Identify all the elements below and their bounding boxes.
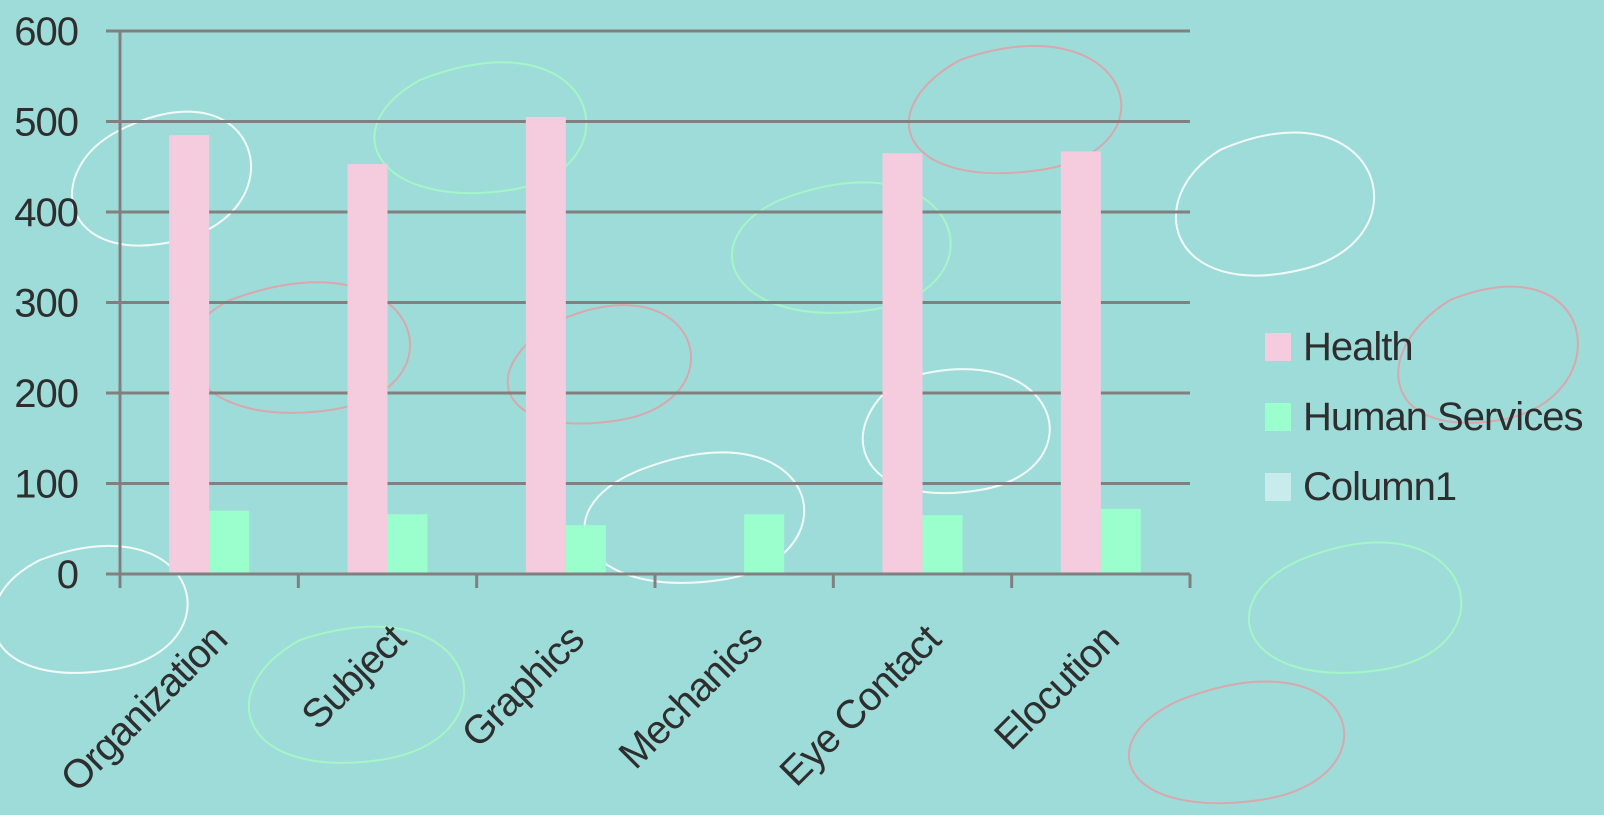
bar-human-services (565, 525, 606, 574)
x-category-label: Graphics (454, 617, 593, 756)
bar-health (882, 153, 923, 575)
bar-human-services (744, 514, 785, 574)
pattern-loop (1397, 285, 1579, 424)
pattern-loop (0, 545, 189, 674)
bar-health (347, 164, 388, 574)
y-tick-label: 600 (14, 10, 78, 54)
x-axis-ticks: Organization Subject Graphics Mechanics Eye … (53, 617, 1128, 801)
y-tick-label: 200 (14, 372, 78, 416)
bar-health (1060, 151, 1101, 575)
y-tick-label: 400 (14, 191, 78, 235)
pattern-loop (1127, 680, 1346, 805)
pattern-loop (861, 368, 1051, 495)
y-axis-ticks: 0 100 200 300 400 500 600 (14, 10, 79, 597)
pattern-loop (506, 304, 692, 425)
bar-human-services (1100, 508, 1141, 574)
x-category-label: Eye Contact (771, 617, 949, 795)
pattern-loop (907, 45, 1123, 175)
legend: Health Human Services Column1 (1265, 325, 1583, 509)
bar-health (525, 116, 566, 574)
x-category-label: Organization (53, 617, 236, 800)
gridlines (106, 29, 1190, 485)
pattern-loop (1247, 541, 1463, 674)
x-category-label: Elocution (986, 617, 1127, 758)
legend-swatch (1265, 333, 1291, 361)
y-tick-label: 100 (14, 463, 78, 507)
pattern-loop (583, 451, 806, 584)
legend-swatch (1265, 473, 1291, 501)
y-tick-label: 0 (57, 553, 78, 597)
bar-human-services (922, 515, 963, 574)
axes (106, 31, 1192, 588)
pattern-loop (247, 625, 466, 764)
x-category-label: Subject (293, 617, 414, 738)
y-tick-label: 500 (14, 101, 78, 145)
bars (169, 116, 1141, 575)
y-tick-label: 300 (14, 282, 78, 326)
legend-label: Health (1303, 325, 1413, 369)
bar-health (169, 135, 210, 574)
pattern-loop (1174, 131, 1375, 277)
legend-swatch (1265, 403, 1291, 431)
pattern-loop (71, 110, 252, 247)
legend-label: Column1 (1303, 465, 1456, 509)
bar-human-services (209, 510, 250, 574)
x-category-label: Mechanics (611, 617, 771, 777)
legend-label: Human Services (1303, 395, 1582, 439)
bar-human-services (387, 514, 428, 574)
